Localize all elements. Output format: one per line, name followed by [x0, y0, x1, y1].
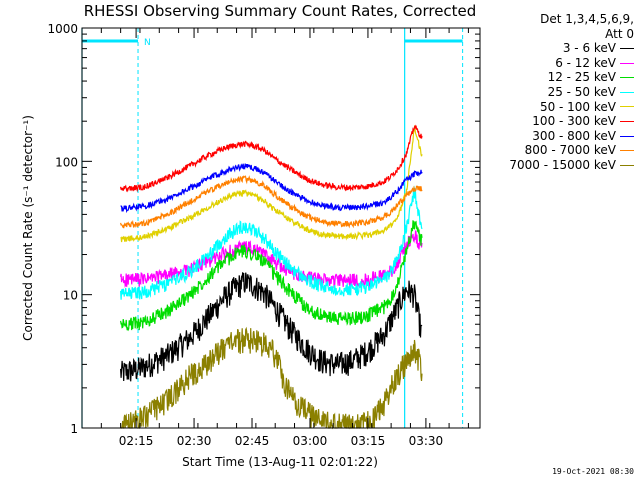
timestamp: 19-Oct-2021 08:30 [552, 467, 634, 476]
series-line [120, 185, 423, 300]
series-line [120, 272, 423, 382]
x-tick-label: 03:30 [409, 434, 444, 448]
chart-title: RHESSI Observing Summary Count Rates, Co… [84, 2, 477, 20]
legend-entry-label: 25 - 50 keV [547, 84, 616, 99]
y-axis-label: Corrected Count Rate (s⁻¹ detector⁻¹) [21, 115, 35, 341]
night-marker-label: N [144, 38, 151, 48]
y-tick-label: 1 [70, 422, 78, 436]
legend-swatch [620, 77, 634, 79]
legend-entry: 50 - 100 keV [474, 100, 634, 115]
series-line [120, 175, 423, 229]
x-tick-label: 02:15 [119, 434, 154, 448]
legend-entry-label: 7000 - 15000 keV [509, 157, 616, 172]
legend-entry-label: 300 - 800 keV [532, 128, 616, 143]
legend-entry: 7000 - 15000 keV [474, 158, 634, 173]
legend-swatch [620, 47, 634, 49]
x-tick-label: 03:00 [293, 434, 328, 448]
legend-entry: 12 - 25 keV [474, 70, 634, 85]
series-line [120, 220, 423, 332]
legend-entry-label: 50 - 100 keV [539, 99, 616, 114]
axes: 1 10 100 1000 02:15 02:30 02:45 03:00 03:15 03:30 [47, 22, 481, 448]
plot-frame [81, 27, 481, 429]
legend-entry: 25 - 50 keV [474, 85, 634, 100]
legend-swatch [620, 91, 634, 93]
x-tick-label: 02:45 [235, 434, 270, 448]
legend-swatch [620, 135, 634, 137]
legend-swatch [620, 150, 634, 152]
y-tick-label: 10 [63, 289, 78, 303]
x-tick-label: 02:30 [177, 434, 212, 448]
legend-entry: 300 - 800 keV [474, 129, 634, 144]
y-tick-label: 100 [55, 155, 78, 169]
series-line [120, 163, 423, 214]
x-axis-label: Start Time (13-Aug-11 02:01:22) [182, 455, 378, 469]
legend-swatch [620, 120, 634, 122]
legend: Det 1,3,4,5,6,9, Att 0 3 - 6 keV 6 - 12 k… [474, 12, 634, 173]
x-tick-label: 03:15 [351, 434, 386, 448]
legend-swatch [620, 106, 634, 108]
series-line [120, 124, 423, 193]
series-layer [120, 124, 423, 430]
legend-header-attenuator: Att 0 [605, 26, 634, 41]
legend-swatch [620, 62, 634, 64]
legend-entry-label: 12 - 25 keV [547, 70, 616, 85]
legend-entry: 100 - 300 keV [474, 114, 634, 129]
legend-entry-label: 100 - 300 keV [532, 114, 616, 129]
legend-entry-label: 6 - 12 keV [555, 55, 616, 70]
legend-entry: 800 - 7000 keV [474, 143, 634, 158]
legend-entry-label: 800 - 7000 keV [524, 143, 616, 158]
legend-entry: 3 - 6 keV [474, 41, 634, 56]
series-line [120, 124, 423, 243]
legend-entry: 6 - 12 keV [474, 56, 634, 71]
legend-entry-label: 3 - 6 keV [562, 41, 616, 56]
legend-swatch [620, 164, 634, 166]
legend-header-detectors: Det 1,3,4,5,6,9, [540, 12, 634, 26]
y-tick-label: 1000 [47, 22, 78, 36]
